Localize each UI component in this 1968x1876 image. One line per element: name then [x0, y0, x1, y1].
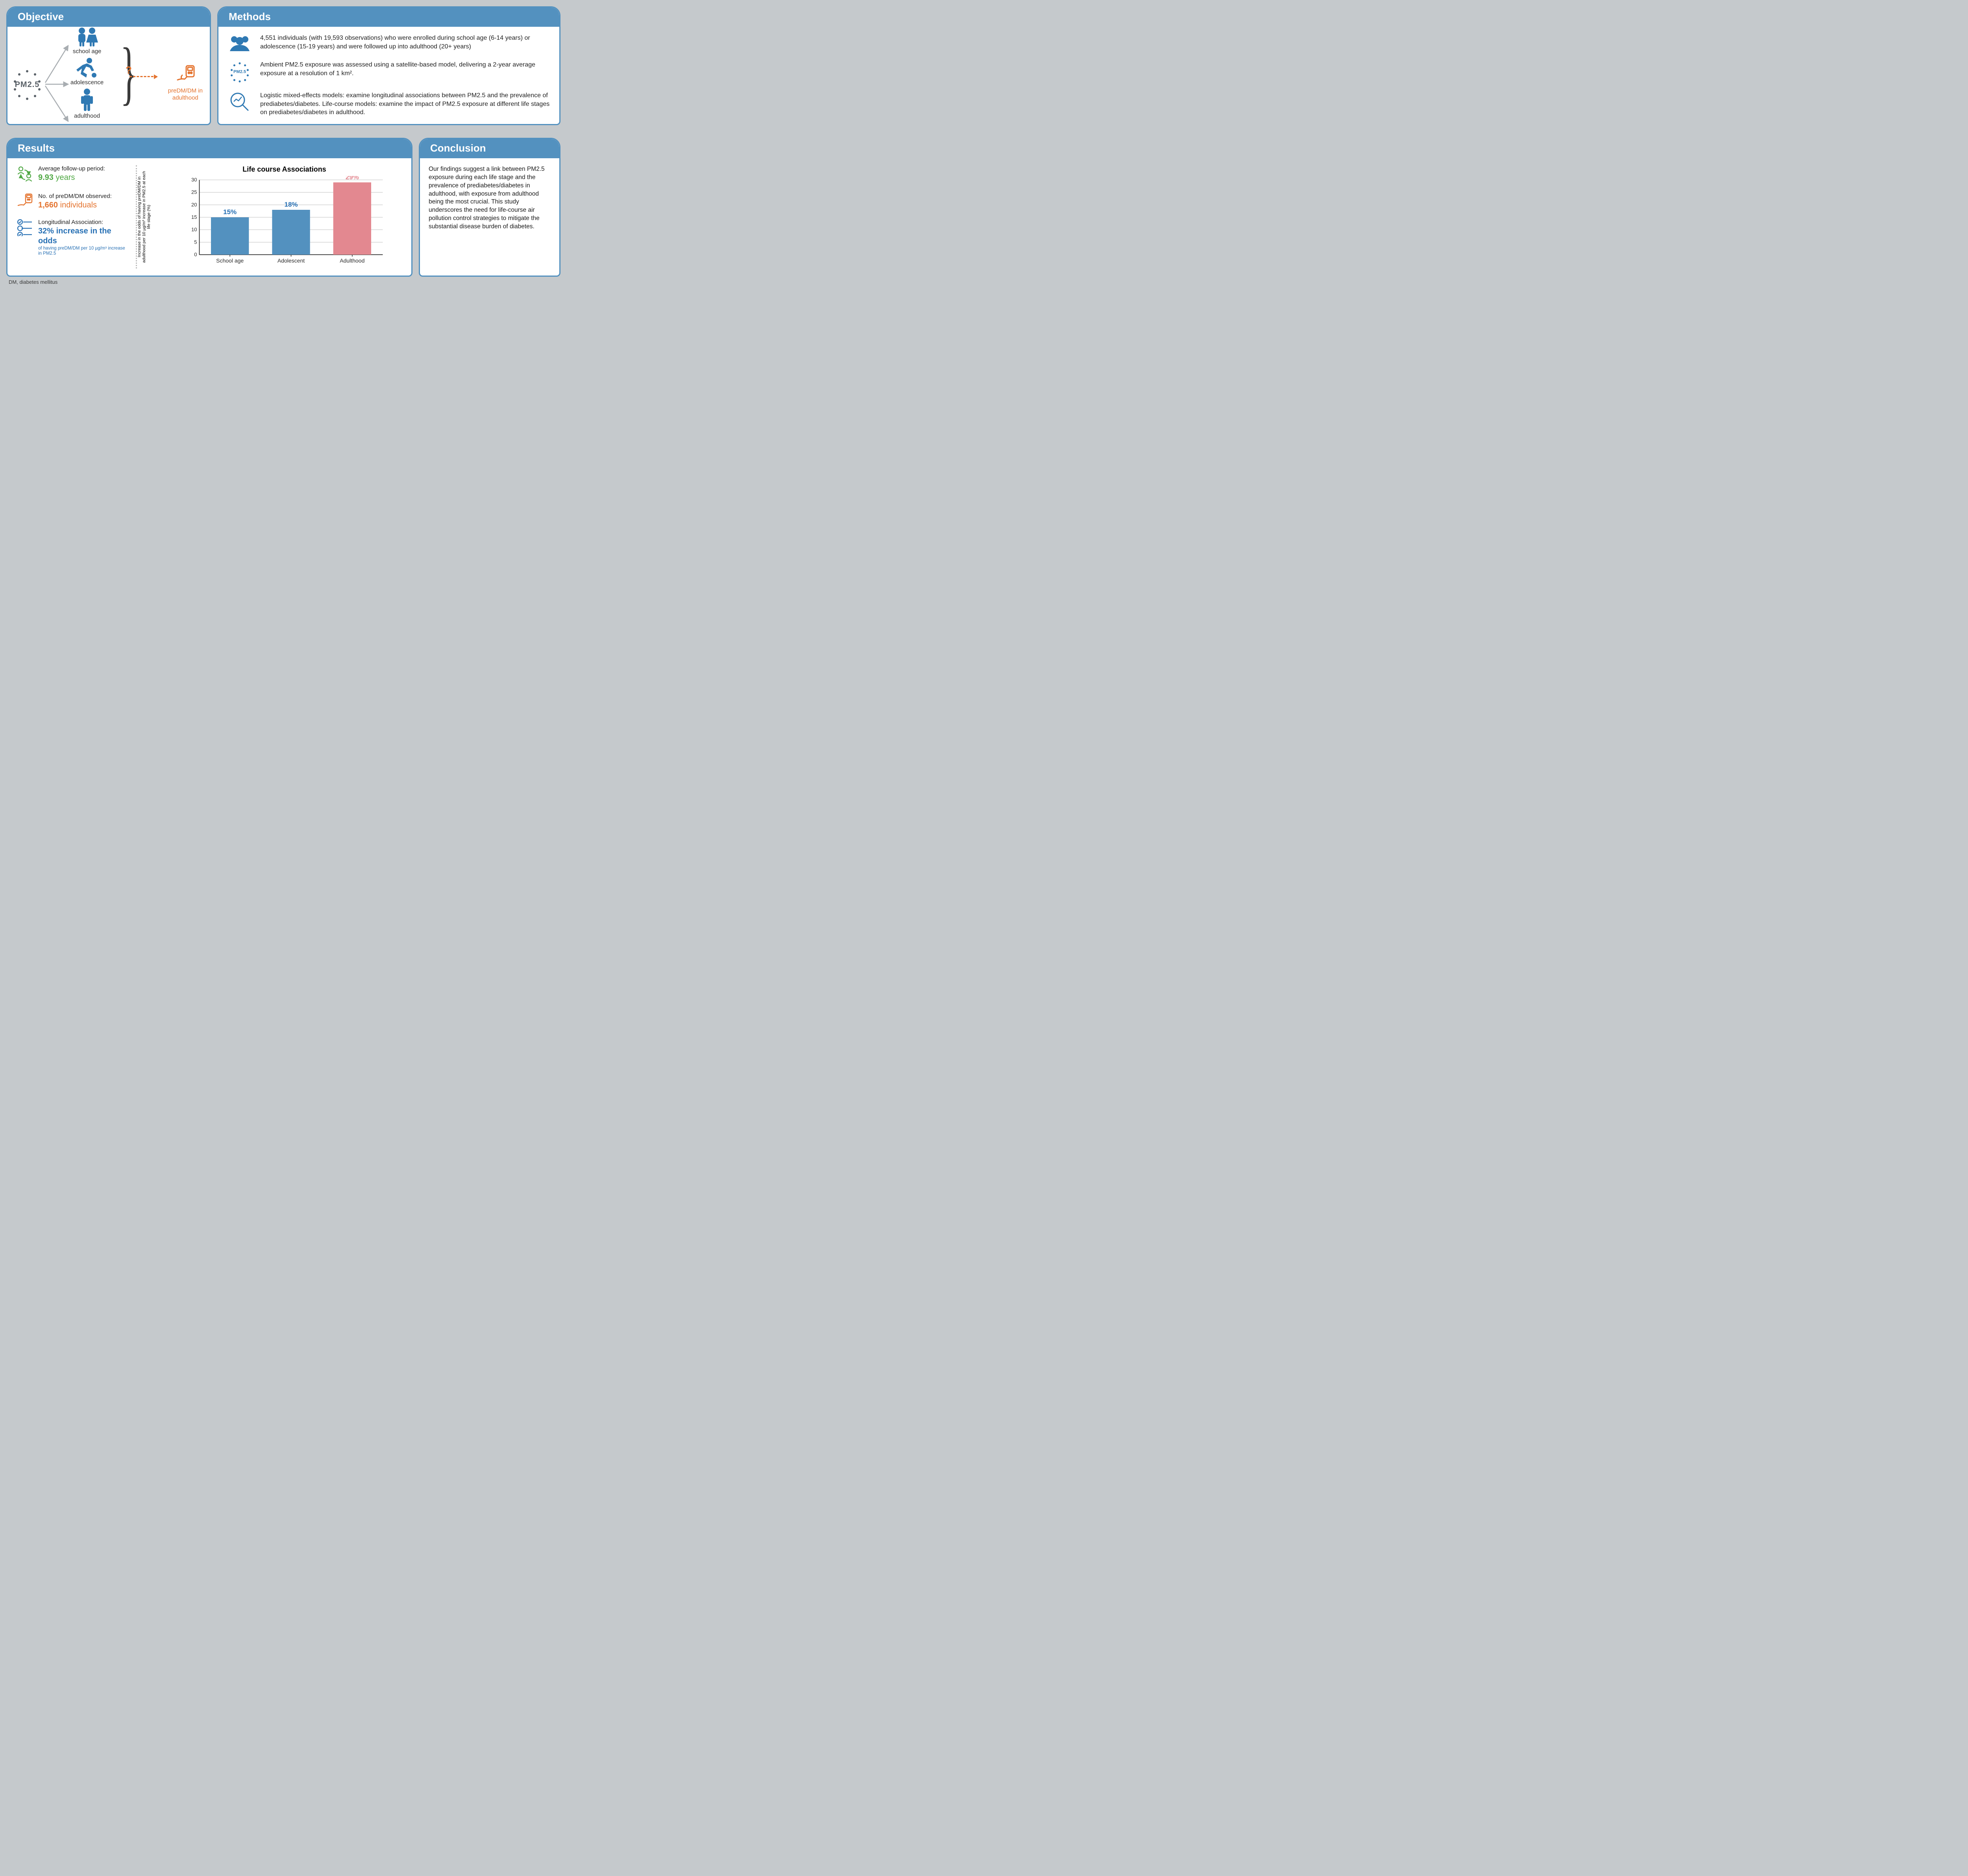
pm25-label: PM2.5 — [11, 80, 43, 89]
svg-text:10: 10 — [191, 226, 197, 232]
running-icon — [75, 57, 99, 78]
adolescence-item: adolescence — [70, 57, 104, 86]
stat2-unit: individuals — [60, 201, 97, 209]
stat3-sub: of having preDM/DM per 10 µg/m³ increase… — [38, 246, 126, 257]
objective-body: PM2.5 school age — [7, 27, 210, 124]
stat3-value: 32% increase in the odds — [38, 227, 111, 245]
methods-panel: Methods 4,551 individuals (with 19,593 o… — [217, 6, 560, 125]
svg-text:School age: School age — [216, 257, 244, 264]
svg-text:30: 30 — [191, 177, 197, 183]
analysis-icon — [229, 91, 250, 113]
outcome-block: preDM/DM in adulthood — [168, 64, 203, 102]
stat1-label: Average follow-up period: — [38, 165, 105, 172]
methods-row-exposure: PM2.5 Ambient PM2.5 exposure was assesse… — [227, 61, 551, 83]
svg-text:20: 20 — [191, 202, 197, 207]
conclusion-title: Conclusion — [420, 139, 559, 158]
exposure-arrows — [44, 31, 71, 125]
adulthood-label: adulthood — [74, 113, 100, 119]
row2-grid: Results — [6, 138, 560, 277]
methods-body: 4,551 individuals (with 19,593 observati… — [218, 27, 559, 124]
methods-text-population: 4,551 individuals (with 19,593 observati… — [260, 34, 551, 51]
conclusion-body: Our findings suggest a link between PM2.… — [420, 158, 559, 276]
outcome-line2: adulthood — [172, 94, 198, 101]
svg-text:15%: 15% — [223, 208, 237, 216]
objective-panel: Objective PM2.5 — [6, 6, 211, 125]
stat-cases: No. of preDM/DM observed: 1,660 individu… — [16, 193, 126, 210]
children-icon — [74, 27, 100, 47]
pm25-icon: PM2.5 — [11, 69, 43, 101]
chart-area: Increase in the odds of having preDM/DM … — [146, 165, 403, 268]
bar-chart: 0 5 10 15 20 25 30 15% School age 18% Adolescent 29… — [166, 176, 403, 266]
results-title: Results — [7, 139, 411, 158]
methods-row-models: Logistic mixed-effects models: examine l… — [227, 91, 551, 117]
stat3-label: Longitudinal Association: — [38, 219, 103, 226]
results-body: Average follow-up period: 9.93 years — [7, 158, 411, 276]
svg-text:Adolescent: Adolescent — [277, 257, 305, 264]
infographic-grid: Objective PM2.5 — [6, 6, 560, 131]
results-panel: Results — [6, 138, 412, 277]
chart-ylabel: Increase in the odds of having preDM/DM … — [137, 170, 151, 264]
svg-text:15: 15 — [191, 214, 197, 220]
stat-longitudinal: Longitudinal Association: 32% increase i… — [16, 219, 126, 257]
person-icon — [79, 88, 95, 112]
pm25-small-label: PM2.5 — [230, 69, 249, 74]
svg-text:29%: 29% — [346, 176, 359, 181]
followup-icon — [16, 165, 33, 183]
svg-text:Adulthood: Adulthood — [340, 257, 364, 264]
stat2-value: 1,660 — [38, 201, 58, 209]
life-stages-column: school age adolescence — [70, 27, 104, 119]
stat2-label: No. of preDM/DM observed: — [38, 193, 112, 200]
svg-text:25: 25 — [191, 189, 197, 195]
stat1-unit: years — [56, 173, 75, 182]
methods-title: Methods — [218, 7, 559, 27]
conclusion-text: Our findings suggest a link between PM2.… — [429, 166, 545, 230]
objective-title: Objective — [7, 7, 210, 27]
dashed-arrow — [129, 76, 157, 77]
population-icon — [228, 34, 251, 53]
school-age-label: school age — [73, 48, 102, 55]
svg-text:0: 0 — [194, 252, 197, 257]
footnote: DM, diabetes mellitus — [6, 279, 560, 285]
school-age-item: school age — [73, 27, 102, 55]
methods-row-population: 4,551 individuals (with 19,593 observati… — [227, 34, 551, 53]
adolescence-label: adolescence — [70, 79, 104, 86]
methods-text-exposure: Ambient PM2.5 exposure was assessed usin… — [260, 61, 551, 78]
adulthood-item: adulthood — [74, 88, 100, 119]
conclusion-panel: Conclusion Our findings suggest a link b… — [419, 138, 560, 277]
stat-followup: Average follow-up period: 9.93 years — [16, 165, 126, 184]
svg-text:5: 5 — [194, 239, 197, 245]
results-stats: Average follow-up period: 9.93 years — [16, 165, 126, 268]
checklist-icon — [16, 219, 33, 236]
svg-text:18%: 18% — [284, 201, 298, 208]
stat1-value: 9.93 — [38, 173, 54, 182]
glucose-meter-icon — [174, 64, 196, 84]
question-mark: ? — [126, 64, 132, 76]
outcome-line1: preDM/DM in — [168, 87, 203, 94]
chart-title: Life course Associations — [166, 165, 403, 174]
meter-icon-small — [16, 193, 33, 209]
methods-text-models: Logistic mixed-effects models: examine l… — [260, 91, 551, 117]
